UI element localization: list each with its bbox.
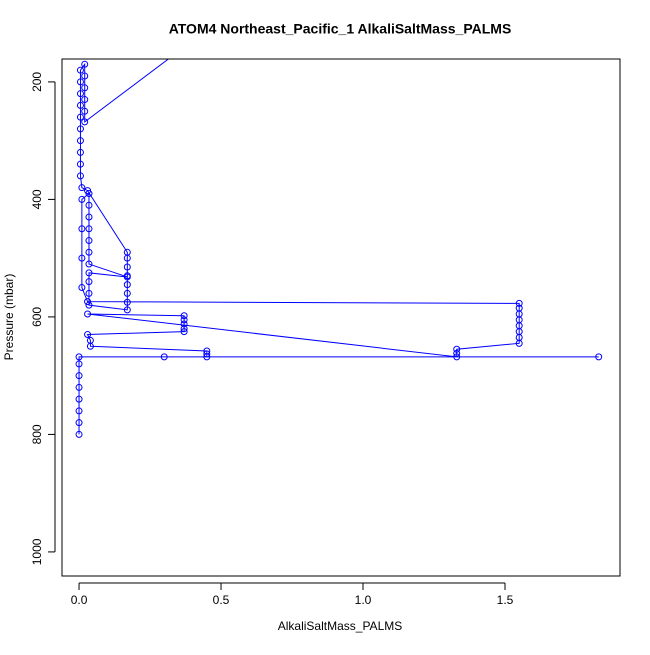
data-point — [75, 430, 83, 438]
data-point — [76, 160, 84, 168]
data-point — [75, 419, 83, 427]
data-point — [85, 301, 93, 309]
data-point — [595, 353, 603, 361]
y-axis-label: Pressure (mbar) — [2, 274, 16, 361]
data-point — [123, 306, 131, 314]
plot-frame — [61, 58, 621, 577]
data-point — [81, 84, 89, 92]
x-tick-label: 0.0 — [71, 593, 88, 607]
data-point — [76, 125, 84, 133]
data-point — [180, 328, 188, 336]
plot-area — [75, 59, 603, 438]
data-point — [76, 78, 84, 86]
data-point — [81, 60, 89, 68]
data-point — [85, 248, 93, 256]
data-point — [81, 72, 89, 80]
data-point — [180, 320, 188, 328]
data-point — [85, 213, 93, 221]
y-tick-label: 800 — [30, 424, 44, 444]
data-point — [85, 201, 93, 209]
y-tick-label: 1000 — [30, 538, 44, 565]
data-point — [203, 353, 211, 361]
data-point — [84, 331, 92, 339]
x-tick-label: 1.5 — [497, 593, 514, 607]
data-point — [203, 350, 211, 358]
x-tick-label: 0.5 — [213, 593, 230, 607]
data-point — [123, 263, 131, 271]
data-point — [85, 190, 93, 198]
data-point — [78, 225, 86, 233]
data-point — [76, 172, 84, 180]
chart-title: ATOM4 Northeast_Pacific_1 AlkaliSaltMass… — [169, 21, 512, 37]
data-point — [75, 395, 83, 403]
data-point — [75, 372, 83, 380]
data-point — [123, 273, 131, 281]
data-point — [85, 278, 93, 286]
y-tick-label: 400 — [30, 189, 44, 209]
data-point — [76, 101, 84, 109]
data-point — [453, 353, 461, 361]
x-axis-label: AlkaliSaltMass_PALMS — [278, 619, 403, 633]
data-point — [123, 281, 131, 289]
data-point — [160, 353, 168, 361]
data-point — [81, 118, 89, 126]
data-point — [81, 96, 89, 104]
data-point — [75, 353, 83, 361]
y-tick-label: 600 — [30, 307, 44, 327]
data-point — [78, 195, 86, 203]
data-point — [453, 349, 461, 357]
data-point — [78, 184, 86, 192]
data-point — [515, 339, 523, 347]
data-point — [76, 113, 84, 121]
data-point — [85, 260, 93, 268]
y-tick-label: 200 — [30, 72, 44, 92]
data-point — [86, 342, 94, 350]
data-point — [180, 316, 188, 324]
data-point — [453, 345, 461, 353]
data-point — [78, 284, 86, 292]
data-point — [75, 383, 83, 391]
data-point — [85, 289, 93, 297]
data-point — [76, 137, 84, 145]
data-point — [123, 298, 131, 306]
data-point — [84, 298, 92, 306]
data-point — [180, 312, 188, 320]
data-point — [76, 90, 84, 98]
data-point — [123, 254, 131, 262]
data-point — [123, 289, 131, 297]
data-point — [76, 148, 84, 156]
data-point — [84, 310, 92, 318]
data-point — [75, 407, 83, 415]
data-point — [76, 66, 84, 74]
data-point — [75, 360, 83, 368]
data-point — [180, 325, 188, 333]
data-point — [85, 269, 93, 277]
data-point — [85, 225, 93, 233]
data-point — [81, 107, 89, 115]
data-point — [78, 254, 86, 262]
x-tick-label: 1.0 — [355, 593, 372, 607]
data-point — [515, 299, 523, 307]
data-point — [85, 237, 93, 245]
